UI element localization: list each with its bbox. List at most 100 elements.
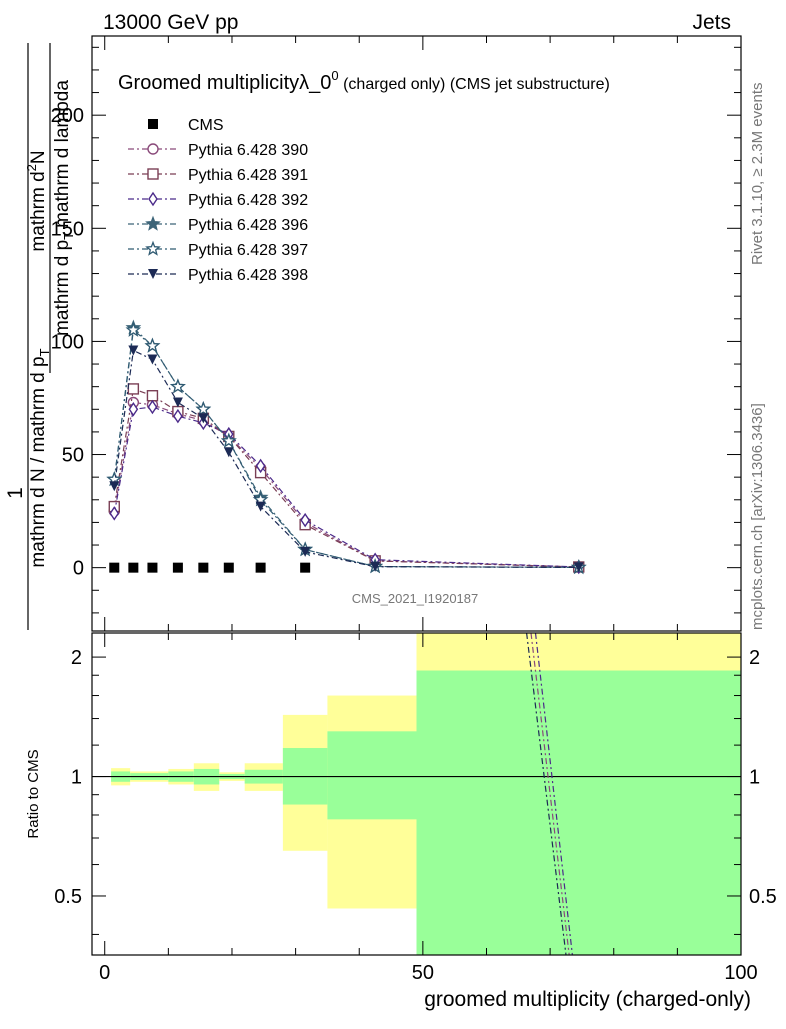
x-tick-label: 0 (99, 962, 110, 984)
main-y-axis-label: 1 mathrm d N / mathrm d pT mathrm d2N ma… (4, 43, 76, 630)
header-left-label: 13000 GeV pp (103, 11, 238, 34)
ratio-curve (526, 632, 567, 956)
data-point (198, 562, 209, 573)
ratio-y-axis-label: Ratio to CMS (25, 749, 42, 838)
data-point (198, 413, 209, 424)
legend-label: Pythia 6.428 390 (188, 142, 308, 159)
rivet-version-label: Rivet 3.1.10, ≥ 2.3M events (749, 83, 766, 266)
header-right-label: Jets (692, 11, 731, 34)
main-title-prefix: Groomed multiplicity (118, 72, 299, 94)
data-point (109, 481, 120, 492)
main-data-layer (106, 319, 587, 575)
legend-marker (147, 168, 159, 180)
legend-label: Pythia 6.428 391 (188, 167, 308, 184)
legend-marker (148, 191, 158, 207)
data-point (147, 354, 158, 365)
data-point (255, 458, 266, 474)
ratio-band-inner (327, 731, 417, 820)
y-label-inner-lambda: mathrm d lambda (52, 80, 73, 228)
x-tick-label: 100 (724, 962, 757, 984)
legend-marker (145, 240, 161, 256)
ratio-curve (530, 632, 570, 956)
main-y-tick-label: 0 (73, 558, 84, 580)
legend-marker (148, 119, 158, 129)
data-point (144, 337, 161, 353)
mcplots-label: mcplots.cern.ch [arXiv:1306.3436] (749, 403, 766, 630)
data-point (300, 562, 311, 573)
data-point (128, 402, 139, 417)
data-point (300, 512, 310, 528)
data-point (370, 561, 381, 572)
data-point (255, 501, 266, 512)
ratio-plot-frame (91, 632, 742, 956)
data-point (128, 562, 139, 573)
data-point (300, 546, 311, 557)
ratio-bands-layer (92, 633, 741, 955)
data-point (195, 401, 212, 416)
data-point (147, 562, 158, 573)
main-y-tick-label: 200 (51, 105, 84, 127)
y-label-inner-d-pt: mathrm d p (52, 240, 73, 336)
data-point (169, 378, 186, 394)
series-line (113, 401, 579, 568)
series-line (113, 406, 579, 568)
series-line (113, 349, 579, 568)
y-label-inner-sub: T (61, 232, 76, 240)
main-y-tick-label: 50 (62, 445, 84, 467)
main-y-tick-label: 150 (51, 218, 84, 240)
ratio-tick-label-left: 0.5 (54, 886, 82, 908)
y-label-numerator-one: 1 (4, 487, 27, 499)
data-point (573, 562, 584, 573)
ratio-tick-label-left: 1 (71, 767, 82, 789)
main-title-suffix: (charged only) (CMS jet substructure) (339, 76, 610, 93)
main-y-ticks: 0 50 100 150 200 (51, 46, 741, 614)
y-label-num-sup: 2 (24, 164, 39, 171)
legend-label: Pythia 6.428 396 (188, 217, 308, 234)
main-title-sup: 0 (331, 68, 338, 83)
data-point (172, 562, 183, 573)
x-tick-label: 50 (412, 962, 434, 984)
x-axis-label: groomed multiplicity (charged-only) (424, 988, 751, 1011)
ratio-curve (534, 632, 573, 956)
series-line (113, 388, 579, 568)
data-point (127, 383, 140, 395)
legend: CMS Pythia 6.428 390 Pythia 6.428 391 Pythi… (128, 117, 308, 284)
legend-label: Pythia 6.428 398 (188, 267, 308, 284)
ratio-tick-label-right: 0.5 (749, 886, 777, 908)
x-axis-ticks: 0 50 100 (99, 36, 758, 984)
legend-marker (147, 143, 159, 155)
data-point (223, 562, 234, 573)
series-line (113, 326, 579, 568)
ratio-tick-label-left: 2 (71, 647, 82, 669)
main-plot-frame (91, 35, 742, 632)
y-label-num-n: N (28, 150, 49, 164)
data-point (147, 399, 158, 415)
ratio-band-inner (416, 670, 741, 955)
legend-label: CMS (188, 117, 224, 134)
data-point (172, 397, 183, 408)
legend-label: Pythia 6.428 392 (188, 192, 308, 209)
y-label-numerator-two: mathrm d2N (24, 150, 49, 251)
data-point (125, 321, 142, 337)
main-title: Groomed multiplicityλ_00 (charged only) … (118, 68, 610, 94)
ratio-tick-label-right: 2 (749, 647, 760, 669)
ratio-curves-layer (526, 632, 573, 956)
ratio-tick-label-right: 1 (749, 767, 760, 789)
legend-marker (148, 269, 158, 279)
y-label-denominator-sub: T (37, 348, 52, 356)
series-line (113, 328, 579, 568)
y-label-denominator-text: mathrm d N / mathrm d p (28, 356, 49, 567)
ratio-y-ticks: 0.5 0.5 1 1 2 2 (54, 647, 777, 935)
y-label-num-d: mathrm d (28, 171, 49, 251)
data-point (223, 447, 234, 458)
y-label-denominator-one: mathrm d N / mathrm d pT (28, 348, 52, 567)
data-point (109, 562, 120, 573)
data-point (173, 408, 183, 424)
data-point (255, 562, 266, 573)
data-point (146, 390, 159, 402)
watermark: CMS_2021_I1920187 (352, 591, 479, 606)
data-point (220, 432, 237, 448)
main-y-tick-label: 100 (51, 331, 84, 353)
main-title-lambda: λ_0 (299, 72, 331, 94)
